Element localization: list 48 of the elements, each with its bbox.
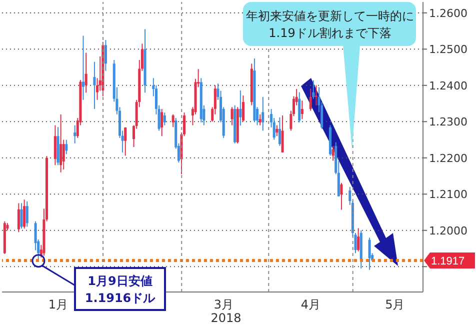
annotation: 1月9日安値 1.1916ドル — [84, 274, 156, 305]
candlestick — [312, 80, 315, 100]
y-tick-label: 1.2300 — [429, 116, 468, 129]
candlestick — [314, 84, 318, 106]
candlestick — [74, 124, 76, 144]
candlestick — [278, 116, 281, 146]
y-tick-label: 1.2100 — [429, 188, 468, 202]
candlestick — [26, 200, 28, 228]
candlestick — [242, 95, 244, 122]
candlestick — [82, 35, 85, 100]
candlestick — [84, 52, 88, 94]
candlestick — [262, 96, 264, 132]
candlestick — [23, 199, 26, 230]
candlestick — [239, 90, 242, 126]
candlestick — [357, 228, 360, 252]
candlestick — [276, 124, 278, 137]
candlestick — [298, 92, 301, 123]
candlestick — [124, 126, 127, 156]
candlestick — [368, 237, 371, 270]
y-tick-label: 1.2200 — [429, 152, 468, 165]
candlestick — [163, 112, 166, 126]
y-tick-label: 1.2400 — [429, 79, 468, 92]
candlestick — [20, 202, 23, 230]
candlestick — [17, 202, 20, 233]
text: 2018 — [210, 311, 242, 325]
ref-line-label: 1.1917 — [431, 255, 465, 268]
candlestick — [332, 145, 334, 162]
candlestick — [65, 139, 68, 155]
x-tick-label: 4月 — [300, 298, 321, 312]
y-tick-label: 1.2000 — [429, 224, 468, 238]
candlestick — [281, 114, 284, 153]
candlestick — [93, 61, 96, 110]
candlestick — [309, 88, 312, 112]
candlestick — [230, 106, 234, 126]
x-tick-label: 3月 — [214, 298, 234, 312]
y-tick-label: 1.2500 — [429, 43, 468, 56]
candlestick — [60, 114, 62, 173]
candlestick — [104, 40, 107, 72]
candlestick — [160, 108, 164, 137]
annotation: 年初来安値を更新して一時的に 1.19ドル割れまで下落 — [246, 9, 414, 40]
candlestick — [340, 182, 343, 210]
x-tick-label: 1月 — [48, 298, 68, 312]
x-tick-label: 5月 — [385, 298, 405, 312]
candlestick — [258, 114, 262, 126]
y-tick-label: 1.2600 — [429, 6, 468, 20]
candlestick — [300, 100, 304, 120]
candlestick — [172, 114, 174, 128]
candlestick — [54, 124, 56, 166]
